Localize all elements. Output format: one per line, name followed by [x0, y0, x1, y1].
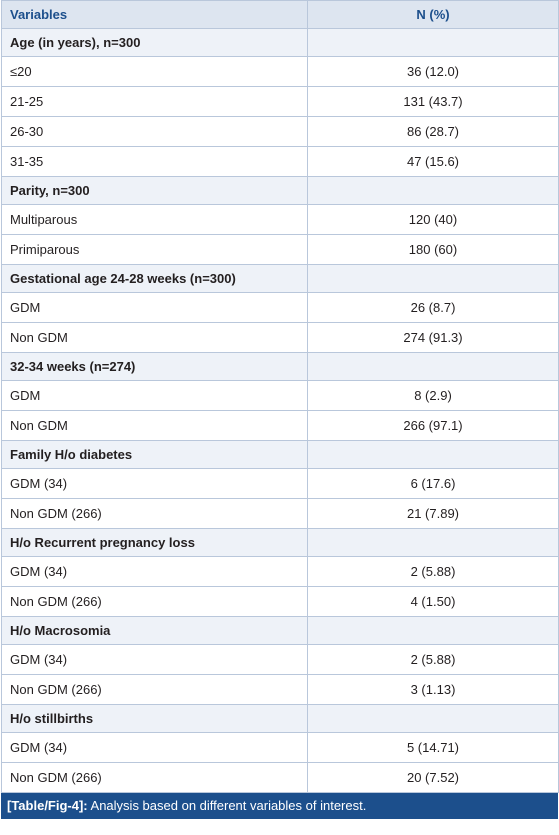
section-value — [307, 352, 559, 381]
section-label: 32-34 weeks (n=274) — [1, 352, 308, 381]
variable-label: 26-30 — [1, 116, 308, 147]
count-percent-value: 4 (1.50) — [307, 586, 559, 617]
variable-label: 31-35 — [1, 146, 308, 177]
table-row: Multiparous 120 (40) — [1, 204, 559, 235]
section-header-row: 32-34 weeks (n=274) — [1, 352, 559, 381]
count-percent-value: 20 (7.52) — [307, 762, 559, 793]
section-value — [307, 264, 559, 293]
table-body: Age (in years), n=300 ≤20 36 (12.0) 21-25 13… — [1, 28, 559, 793]
table-row: Primiparous 180 (60) — [1, 234, 559, 265]
table-row: GDM (34) 6 (17.6) — [1, 468, 559, 499]
count-percent-value: 180 (60) — [307, 234, 559, 265]
variable-label: GDM — [1, 380, 308, 411]
count-percent-value: 5 (14.71) — [307, 732, 559, 763]
count-percent-value: 8 (2.9) — [307, 380, 559, 411]
count-percent-value: 3 (1.13) — [307, 674, 559, 705]
variables-table: Variables N (%) Age (in years), n=300 ≤20… — [1, 0, 559, 793]
section-value — [307, 528, 559, 557]
section-label: H/o stillbirths — [1, 704, 308, 733]
table-row: Non GDM (266) 3 (1.13) — [1, 674, 559, 705]
variable-label: GDM (34) — [1, 644, 308, 675]
table-header-row: Variables N (%) — [1, 0, 559, 29]
table-row: Non GDM (266) 4 (1.50) — [1, 586, 559, 617]
table-figure: Variables N (%) Age (in years), n=300 ≤20… — [1, 0, 559, 819]
caption-ref: [Table/Fig-4]: — [7, 798, 88, 813]
section-header-row: H/o stillbirths — [1, 704, 559, 733]
column-header-n-percent: N (%) — [307, 0, 559, 29]
section-value — [307, 28, 559, 57]
section-label: H/o Macrosomia — [1, 616, 308, 645]
table-caption: [Table/Fig-4]: Analysis based on differe… — [1, 793, 558, 819]
count-percent-value: 21 (7.89) — [307, 498, 559, 529]
table-row: ≤20 36 (12.0) — [1, 56, 559, 87]
table-row: 21-25 131 (43.7) — [1, 86, 559, 117]
variable-label: GDM (34) — [1, 732, 308, 763]
count-percent-value: 2 (5.88) — [307, 644, 559, 675]
variable-label: Non GDM (266) — [1, 762, 308, 793]
count-percent-value: 274 (91.3) — [307, 322, 559, 353]
section-value — [307, 704, 559, 733]
table-row: GDM (34) 5 (14.71) — [1, 732, 559, 763]
count-percent-value: 131 (43.7) — [307, 86, 559, 117]
table-row: GDM (34) 2 (5.88) — [1, 644, 559, 675]
variable-label: Non GDM — [1, 410, 308, 441]
count-percent-value: 2 (5.88) — [307, 556, 559, 587]
section-header-row: H/o Recurrent pregnancy loss — [1, 528, 559, 557]
variable-label: GDM — [1, 292, 308, 323]
variable-label: Non GDM (266) — [1, 674, 308, 705]
variable-label: GDM (34) — [1, 556, 308, 587]
variable-label: GDM (34) — [1, 468, 308, 499]
section-value — [307, 440, 559, 469]
section-header-row: Age (in years), n=300 — [1, 28, 559, 57]
table-row: Non GDM 274 (91.3) — [1, 322, 559, 353]
column-header-variables: Variables — [1, 0, 308, 29]
caption-text: Analysis based on different variables of… — [87, 798, 367, 813]
variable-label: Non GDM (266) — [1, 498, 308, 529]
count-percent-value: 26 (8.7) — [307, 292, 559, 323]
table-row: Non GDM (266) 21 (7.89) — [1, 498, 559, 529]
section-label: Gestational age 24-28 weeks (n=300) — [1, 264, 308, 293]
table-row: 31-35 47 (15.6) — [1, 146, 559, 177]
table-row: Non GDM 266 (97.1) — [1, 410, 559, 441]
section-label: Age (in years), n=300 — [1, 28, 308, 57]
table-row: GDM 26 (8.7) — [1, 292, 559, 323]
variable-label: Non GDM — [1, 322, 308, 353]
table-row: Non GDM (266) 20 (7.52) — [1, 762, 559, 793]
table-row: GDM 8 (2.9) — [1, 380, 559, 411]
table-row: GDM (34) 2 (5.88) — [1, 556, 559, 587]
section-value — [307, 176, 559, 205]
count-percent-value: 266 (97.1) — [307, 410, 559, 441]
variable-label: Non GDM (266) — [1, 586, 308, 617]
count-percent-value: 47 (15.6) — [307, 146, 559, 177]
variable-label: 21-25 — [1, 86, 308, 117]
count-percent-value: 120 (40) — [307, 204, 559, 235]
table-row: 26-30 86 (28.7) — [1, 116, 559, 147]
section-value — [307, 616, 559, 645]
section-header-row: Family H/o diabetes — [1, 440, 559, 469]
section-header-row: Gestational age 24-28 weeks (n=300) — [1, 264, 559, 293]
section-header-row: Parity, n=300 — [1, 176, 559, 205]
count-percent-value: 6 (17.6) — [307, 468, 559, 499]
section-label: Parity, n=300 — [1, 176, 308, 205]
variable-label: Multiparous — [1, 204, 308, 235]
section-header-row: H/o Macrosomia — [1, 616, 559, 645]
section-label: H/o Recurrent pregnancy loss — [1, 528, 308, 557]
variable-label: Primiparous — [1, 234, 308, 265]
count-percent-value: 36 (12.0) — [307, 56, 559, 87]
variable-label: ≤20 — [1, 56, 308, 87]
section-label: Family H/o diabetes — [1, 440, 308, 469]
count-percent-value: 86 (28.7) — [307, 116, 559, 147]
